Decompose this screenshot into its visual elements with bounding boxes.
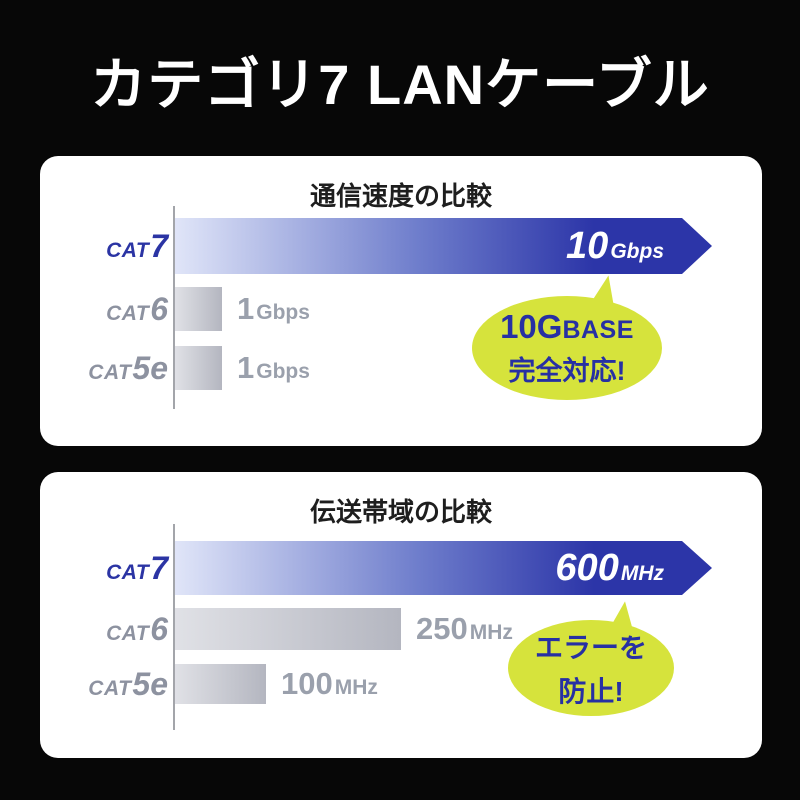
category-label-cat7: CAT 7 [106,549,168,586]
speed-chart-panel: 通信速度の比較 CAT 7 10 Gbps CAT 6 1 Gbps [40,156,762,446]
category-label-cat5e: CAT 5e [88,665,168,702]
bar-cat5e-bandwidth [175,664,266,704]
bar-value-label: 1 Gbps [237,291,310,326]
bandwidth-chart-panel: 伝送帯域の比較 CAT 7 600 MHz CAT 6 250 MHz [40,472,762,758]
category-label-cat5e: CAT 5e [88,349,168,386]
y-axis-line [173,524,175,730]
category-label-cat7: CAT 7 [106,227,168,264]
bar-value-label: 100 MHz [281,666,378,701]
bandwidth-chart-title: 伝送帯域の比較 [309,497,492,527]
bar-cat6-speed [175,287,222,331]
category-label-cat6: CAT 6 [106,610,168,647]
bar-value-label: 600 MHz [555,546,664,589]
chart-row-cat5e: CAT 5e 1 Gbps [40,346,762,390]
chart-row-cat6: CAT 6 250 MHz [40,608,762,650]
chart-row-cat6: CAT 6 1 Gbps [40,287,762,331]
chart-row-cat7: CAT 7 10 Gbps [40,218,762,274]
callout-line2: 完全対応! [508,356,626,386]
bar-value-label: 1 Gbps [237,350,310,385]
y-axis-line [173,206,175,409]
callout-line1: エラーを [534,632,647,663]
bar-value-label: 250 MHz [416,611,513,646]
callout-line2: 防止! [558,676,624,707]
callout-bubble-error-prevention: エラーを 防止! [508,599,674,716]
bar-value-label: 10 Gbps [566,224,664,267]
page-title: カテゴリ7 LANケーブル [90,53,710,116]
speed-chart-title: 通信速度の比較 [309,181,492,211]
bar-cat6-bandwidth [175,608,401,650]
chart-row-cat7: CAT 7 600 MHz [40,541,762,595]
callout-line1: 10G BASE [500,308,634,345]
callout-bubble-10gbase: 10G BASE 完全対応! [472,272,662,400]
bar-cat7-bandwidth: 600 MHz [175,541,712,595]
chart-row-cat5e: CAT 5e 100 MHz [40,664,762,704]
bar-cat5e-speed [175,346,222,390]
category-label-cat6: CAT 6 [106,290,168,327]
bar-cat7-speed: 10 Gbps [175,218,712,274]
